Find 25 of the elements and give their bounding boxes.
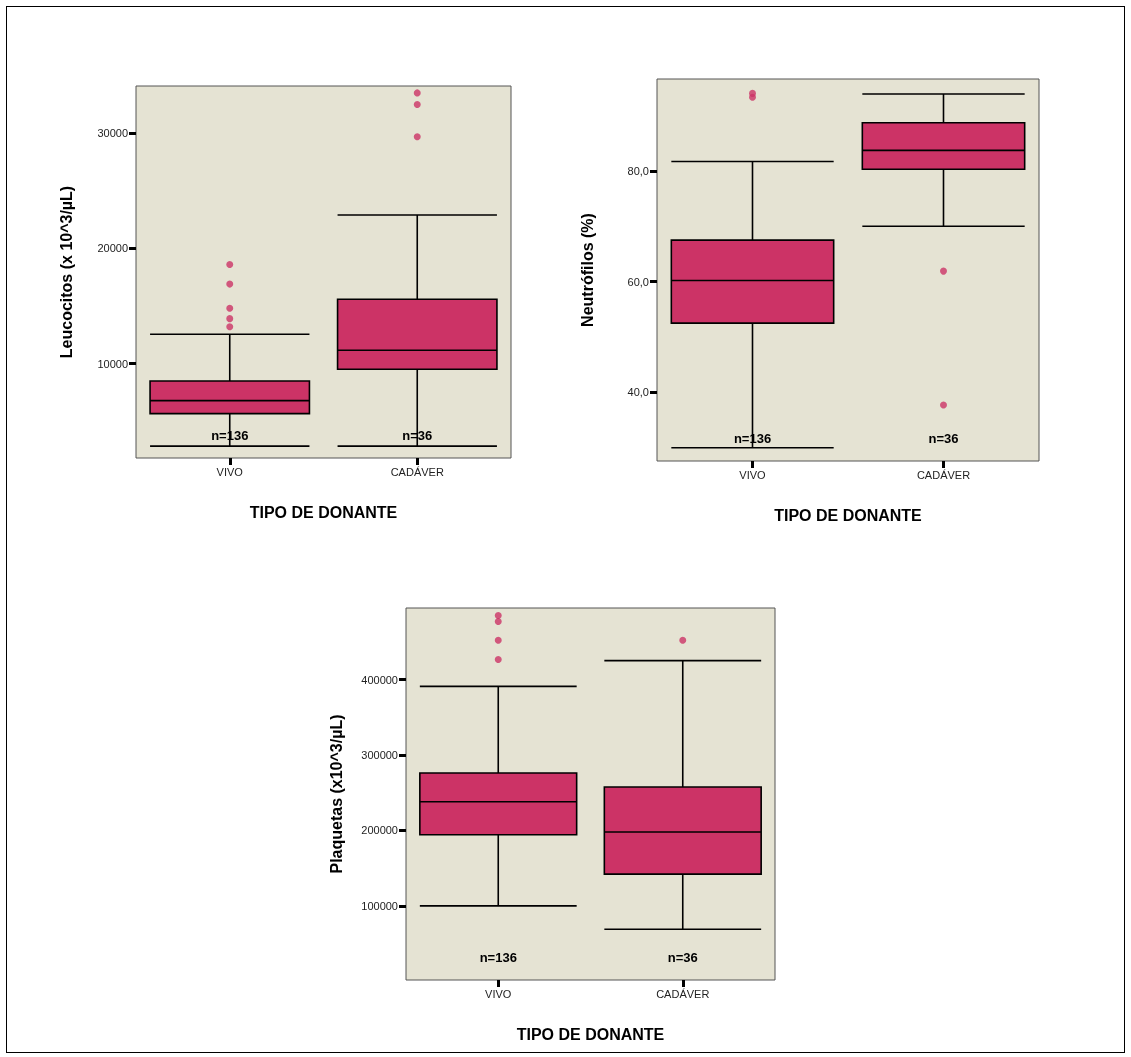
y-tick-label: 80,0 (627, 164, 649, 177)
y-tick-label: 40,0 (627, 386, 649, 399)
x-axis-title: TIPO DE DONANTE (516, 1025, 665, 1043)
y-tick-label: 20000 (97, 242, 128, 255)
x-tick-label: CADÁVER (656, 987, 710, 1000)
y-axis-title: Neutrófilos (%) (578, 213, 596, 327)
y-tick-label: 60,0 (627, 275, 649, 288)
y-tick-label: 400000 (361, 673, 398, 686)
y-tick-label: 200000 (361, 824, 398, 837)
y-axis-title: Plaquetas (x10^3/µL) (327, 714, 345, 874)
y-tick-label: 300000 (361, 749, 398, 762)
x-tick-label: CADÁVER (390, 465, 444, 478)
y-tick-label: 100000 (361, 899, 398, 912)
x-tick-label: CADÁVER (916, 468, 971, 481)
annotation: n=36 (667, 950, 698, 965)
x-axis-title: TIPO DE DONANTE (774, 506, 923, 524)
y-tick-label: 30000 (97, 127, 128, 140)
y-axis-title: Leucocitos (x 10^3/µL) (57, 185, 75, 359)
x-tick-label: VIVO (739, 468, 767, 481)
x-axis-title: TIPO DE DONANTE (249, 503, 398, 521)
x-tick-label: VIVO (216, 465, 244, 478)
annotation: n=136 (479, 950, 517, 965)
y-tick-label: 10000 (97, 357, 128, 370)
x-tick-label: VIVO (485, 987, 512, 1000)
annotation: n=36 (928, 431, 959, 446)
